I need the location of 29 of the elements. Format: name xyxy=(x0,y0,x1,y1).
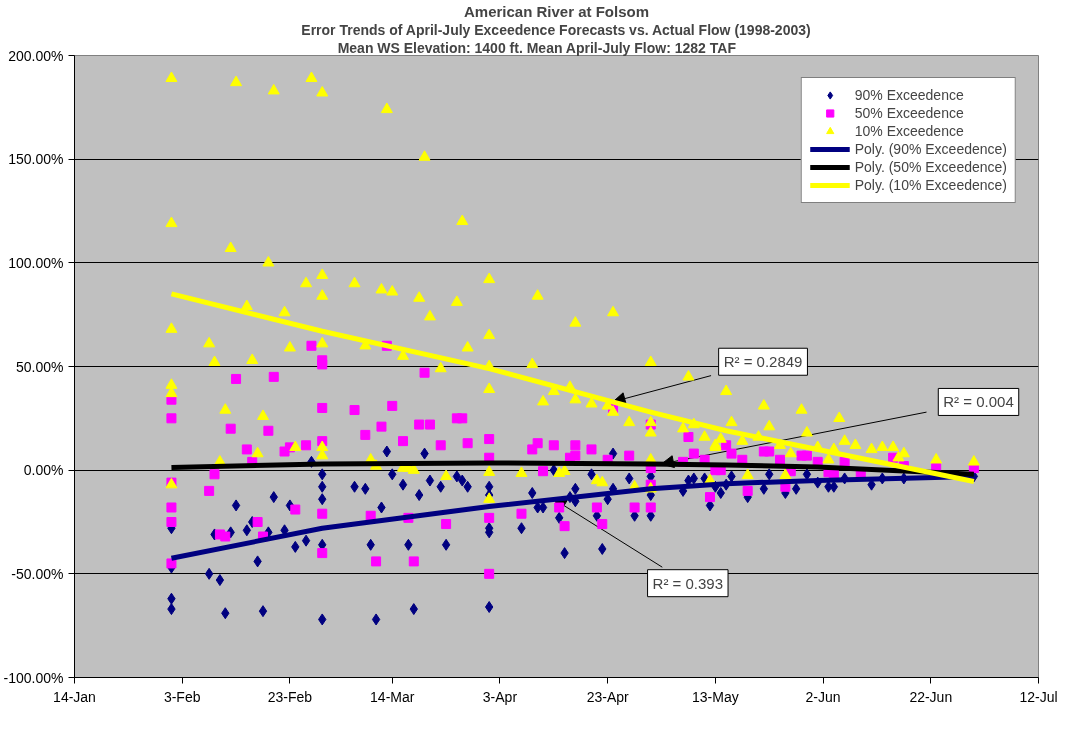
y-tick-label: 50.00% xyxy=(16,358,64,375)
x-tick-label: 3-Apr xyxy=(482,688,518,705)
text: Mean WS Elevation: 1400 ft. Mean April-July Flow: 1282 TAF xyxy=(337,39,737,56)
annotation: R² = 0.004 xyxy=(943,393,1014,411)
legend-label: Poly. (50% Exceedence) xyxy=(854,158,1007,176)
y-tick-label: 150.00% xyxy=(8,151,64,168)
x-tick-label: 13-May xyxy=(692,688,739,705)
legend-label: Poly. (10% Exceedence) xyxy=(854,176,1007,194)
x-tick-label: 23-Feb xyxy=(267,688,313,705)
legend-label: 90% Exceedence xyxy=(854,86,964,104)
legend-label: 10% Exceedence xyxy=(854,122,964,140)
y-tick-label: -100.00% xyxy=(3,669,64,686)
x-tick-label: 3-Feb xyxy=(163,688,201,705)
y-tick-label: 0.00% xyxy=(23,462,64,479)
annotation: R² = 0.2849 xyxy=(723,353,803,371)
x-tick-label: 23-Apr xyxy=(586,688,630,705)
annotation: R² = 0.393 xyxy=(652,574,724,592)
legend-label: 50% Exceedence xyxy=(854,104,964,122)
y-tick-label: 100.00% xyxy=(8,254,64,271)
y-tick-label: -50.00% xyxy=(11,565,64,582)
y-tick-label: 200.00% xyxy=(8,47,64,64)
legend-label: Poly. (90% Exceedence) xyxy=(854,140,1007,158)
x-tick-label: 2-Jun xyxy=(805,688,841,705)
x-tick-label: 14-Jan xyxy=(53,688,96,705)
chart-subtitle: Error Trends of April-July Exceedence Forecasts vs. Actual Flow (1998-2003) xyxy=(301,21,811,38)
x-tick-label: 12-Jul xyxy=(1019,688,1058,705)
chart-title: American River at Folsom xyxy=(463,2,650,20)
x-tick-label: 22-Jun xyxy=(909,688,953,705)
x-tick-label: 14-Mar xyxy=(370,688,415,705)
